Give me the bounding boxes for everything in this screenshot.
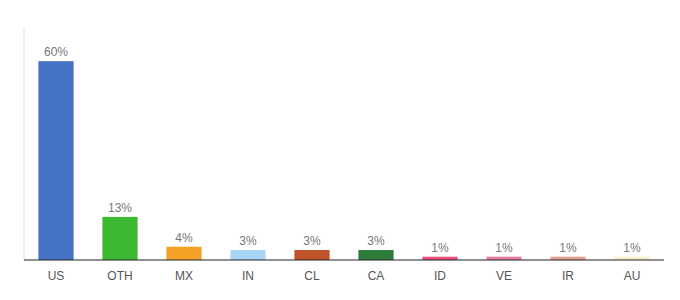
chart: 60% US 13% OTH 4% MX 3% IN 3% CL 3% CA 1% ID 1% VE 1% IR 1… — [0, 0, 680, 300]
x-tick-label: US — [48, 269, 65, 283]
x-axis-line — [24, 260, 664, 261]
data-label: 4% — [175, 231, 193, 245]
data-label: 13% — [108, 201, 132, 215]
x-tick-label: VE — [496, 269, 512, 283]
x-tick-label: IR — [562, 269, 574, 283]
data-label: 1% — [431, 241, 449, 255]
labels: 60% US 13% OTH 4% MX 3% IN 3% CL 3% CA 1% ID 1% VE 1% IR 1… — [44, 45, 641, 283]
x-tick-label: IN — [242, 269, 254, 283]
bar — [166, 247, 201, 260]
bar — [230, 250, 265, 260]
bar — [102, 217, 137, 260]
x-tick-label: CA — [368, 269, 385, 283]
bar — [38, 61, 73, 260]
x-tick-label: AU — [624, 269, 641, 283]
y-axis-line — [24, 28, 25, 260]
x-tick-label: OTH — [107, 269, 132, 283]
bar — [358, 250, 393, 260]
chart-container: 60% US 13% OTH 4% MX 3% IN 3% CL 3% CA 1% ID 1% VE 1% IR 1… — [0, 0, 680, 300]
bars — [38, 61, 649, 260]
x-tick-label: ID — [434, 269, 446, 283]
data-label: 60% — [44, 45, 68, 59]
data-label: 3% — [239, 234, 257, 248]
data-label: 3% — [367, 234, 385, 248]
data-label: 1% — [495, 241, 513, 255]
x-tick-label: MX — [175, 269, 193, 283]
x-tick-label: CL — [304, 269, 320, 283]
bar — [294, 250, 329, 260]
data-label: 1% — [623, 241, 641, 255]
data-label: 1% — [559, 241, 577, 255]
data-label: 3% — [303, 234, 321, 248]
